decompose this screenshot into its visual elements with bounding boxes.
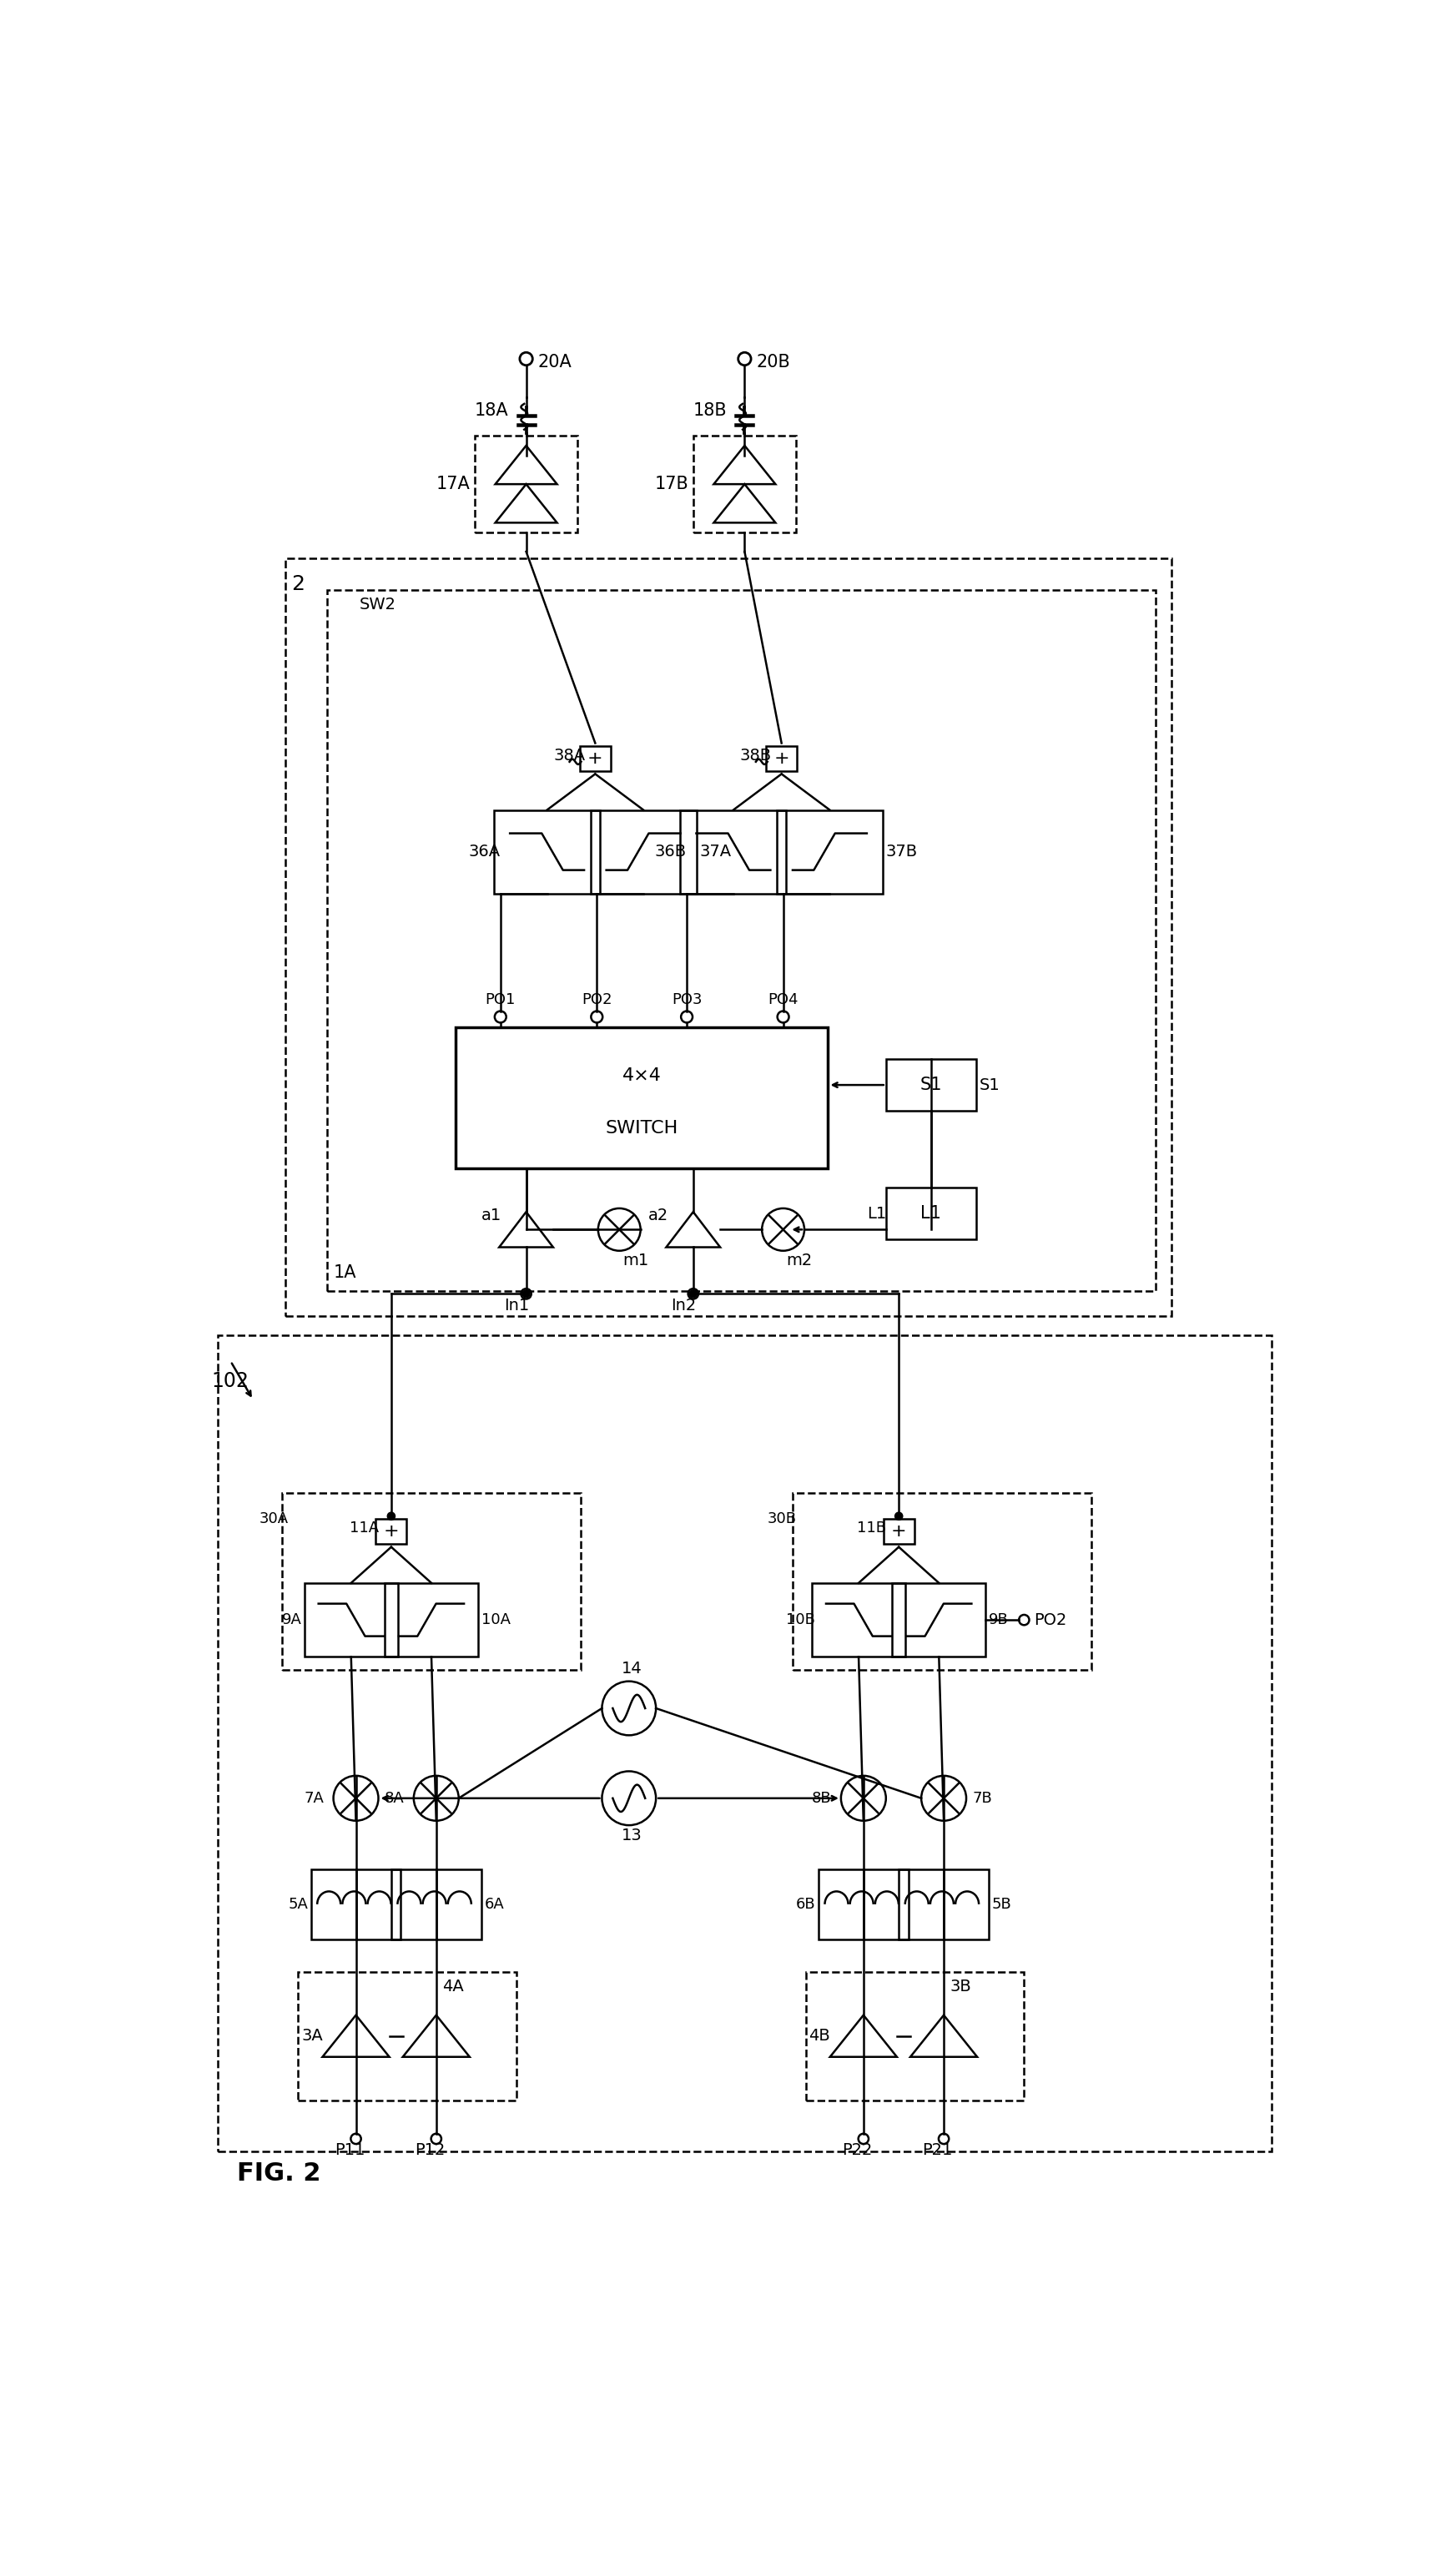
Bar [579, 746, 610, 771]
Text: 20B: 20B [756, 354, 791, 371]
Bar [494, 810, 600, 894]
Bar [456, 1027, 828, 1168]
Text: 4×4: 4×4 [622, 1068, 661, 1084]
Text: 36A: 36A [469, 843, 501, 861]
Bar [590, 810, 696, 894]
Text: 8B: 8B [812, 1791, 831, 1806]
Bar [312, 1868, 400, 1939]
Text: 4B: 4B [810, 2029, 830, 2044]
Text: m2: m2 [786, 1253, 812, 1268]
Text: 37B: 37B [885, 843, 917, 861]
Bar [885, 1189, 976, 1240]
Text: 38A: 38A [553, 748, 585, 763]
Text: 3B: 3B [951, 1978, 971, 1993]
Bar [884, 1519, 914, 1545]
Text: +: + [587, 751, 603, 766]
Text: 17A: 17A [437, 477, 470, 492]
Text: 38B: 38B [740, 748, 772, 763]
Text: S1: S1 [978, 1076, 1000, 1094]
Text: 8A: 8A [384, 1791, 405, 1806]
Text: P12: P12 [415, 2142, 446, 2157]
Text: m1: m1 [623, 1253, 648, 1268]
Text: SWITCH: SWITCH [606, 1120, 678, 1138]
Text: In1: In1 [504, 1296, 529, 1314]
Text: 9B: 9B [989, 1611, 1009, 1627]
Text: 2: 2 [291, 574, 304, 594]
Text: P21: P21 [922, 2142, 952, 2157]
Circle shape [895, 1512, 903, 1519]
Bar [285, 559, 1172, 1317]
Circle shape [523, 1289, 530, 1299]
Bar [766, 746, 796, 771]
Text: +: + [383, 1524, 399, 1540]
Text: 6A: 6A [485, 1896, 504, 1911]
Text: a1: a1 [480, 1207, 501, 1222]
Text: PO2: PO2 [581, 991, 612, 1007]
Text: 102: 102 [211, 1371, 249, 1391]
Text: SW2: SW2 [360, 597, 396, 612]
Text: PO4: PO4 [767, 991, 798, 1007]
Text: P22: P22 [842, 2142, 872, 2157]
Text: 5A: 5A [288, 1896, 309, 1911]
Text: 14: 14 [622, 1660, 642, 1676]
Bar [282, 1494, 581, 1670]
Bar [304, 1583, 397, 1658]
Text: 5B: 5B [992, 1896, 1012, 1911]
Circle shape [387, 1512, 395, 1519]
Text: 9A: 9A [282, 1611, 301, 1627]
Text: 4A: 4A [443, 1978, 464, 1993]
Text: 3A: 3A [301, 2029, 323, 2044]
Text: +: + [773, 751, 789, 766]
Text: 11B: 11B [858, 1522, 887, 1535]
Text: 17B: 17B [655, 477, 689, 492]
Text: 36B: 36B [655, 843, 686, 861]
Text: 18B: 18B [693, 402, 727, 418]
Text: 37A: 37A [700, 843, 731, 861]
Circle shape [689, 1289, 697, 1299]
Bar [693, 436, 796, 533]
Text: P11: P11 [335, 2142, 364, 2157]
Bar [898, 1868, 989, 1939]
Text: 10A: 10A [480, 1611, 511, 1627]
Bar [475, 436, 578, 533]
Text: 7A: 7A [304, 1791, 325, 1806]
Bar [218, 1335, 1271, 2152]
Text: 10B: 10B [786, 1611, 815, 1627]
Text: 11A: 11A [349, 1522, 379, 1535]
Text: 18A: 18A [475, 402, 508, 418]
Bar [776, 810, 882, 894]
Text: a2: a2 [648, 1207, 668, 1222]
Text: 13: 13 [622, 1827, 642, 1842]
Bar [893, 1583, 986, 1658]
Text: 1A: 1A [333, 1266, 357, 1281]
Bar [805, 1973, 1024, 2101]
Text: PO3: PO3 [671, 991, 702, 1007]
Text: PO1: PO1 [485, 991, 515, 1007]
Bar [298, 1973, 517, 2101]
Bar [818, 1868, 909, 1939]
Bar [812, 1583, 906, 1658]
Text: L1: L1 [866, 1207, 887, 1222]
Text: In2: In2 [671, 1296, 696, 1314]
Bar [376, 1519, 406, 1545]
Bar [792, 1494, 1092, 1670]
Text: 7B: 7B [973, 1791, 993, 1806]
Text: 20A: 20A [537, 354, 572, 371]
Bar [680, 810, 786, 894]
Text: L1: L1 [920, 1204, 941, 1222]
Text: S1: S1 [920, 1076, 942, 1094]
Bar [392, 1868, 480, 1939]
Bar [384, 1583, 478, 1658]
Text: 30A: 30A [259, 1512, 288, 1527]
Text: 30B: 30B [767, 1512, 796, 1527]
Text: 6B: 6B [796, 1896, 815, 1911]
Bar [328, 589, 1156, 1291]
Text: +: + [891, 1524, 907, 1540]
Text: PO2: PO2 [1034, 1611, 1067, 1627]
Text: FIG. 2: FIG. 2 [237, 2162, 320, 2185]
Bar [885, 1058, 976, 1112]
